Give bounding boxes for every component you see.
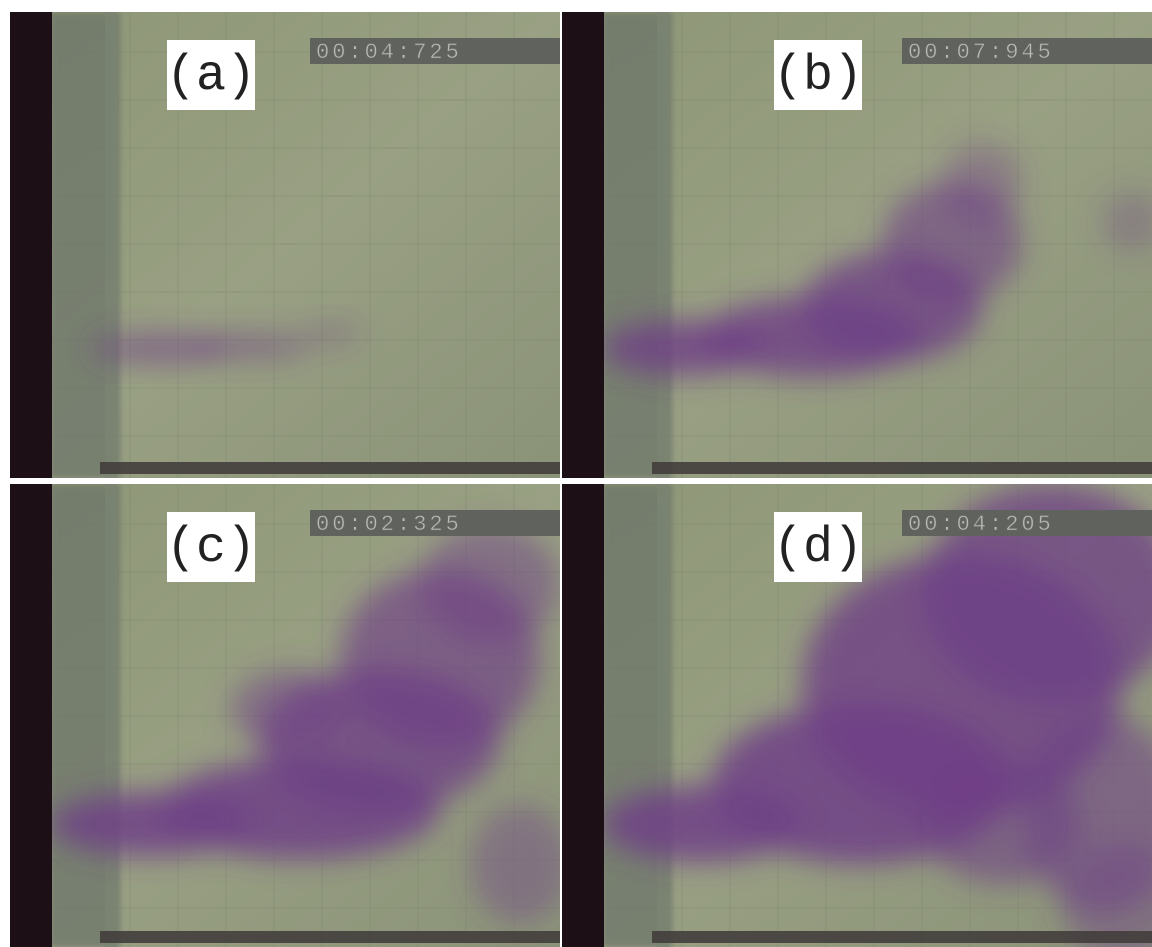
label-box	[167, 512, 255, 582]
dye-cloud	[1062, 844, 1152, 947]
floor-bar	[100, 931, 560, 943]
wall-edge	[105, 12, 117, 478]
dark-edge	[562, 484, 604, 947]
wall-edge	[657, 484, 669, 947]
dye-cloud	[190, 333, 310, 359]
dark-edge	[10, 484, 52, 947]
dye-cloud	[300, 324, 360, 344]
dye-cloud	[90, 332, 230, 364]
label-box	[167, 40, 255, 110]
timestamp-box	[310, 38, 560, 64]
photo-panel: (c) 00:02:325	[10, 484, 560, 947]
wall-edge	[657, 12, 669, 478]
dye-cloud	[470, 804, 560, 924]
panel-label: (c)	[166, 520, 256, 577]
dye-cloud	[230, 669, 350, 749]
dye-cloud	[922, 764, 1082, 884]
timestamp: 00:04:725	[316, 40, 462, 65]
timestamp-box	[902, 510, 1152, 536]
dye-plume	[90, 324, 360, 364]
dye-cloud	[420, 524, 560, 644]
floor-bar	[652, 462, 1152, 474]
timestamp: 00:02:325	[316, 512, 462, 537]
photo-panel: (b) 00:07:945	[562, 12, 1152, 478]
timestamp-box	[902, 38, 1152, 64]
dye-plume	[602, 484, 1152, 947]
photo-panel: (a) 00:04:725	[10, 12, 560, 478]
dye-plume	[602, 142, 1152, 377]
panel-label: (b)	[773, 48, 863, 105]
photo-panel: (d) 00:04:205	[562, 484, 1152, 947]
dye-cloud	[1102, 192, 1152, 252]
panel-label: (d)	[773, 520, 863, 577]
timestamp-box	[310, 510, 560, 536]
dark-edge	[10, 12, 52, 478]
floor-bar	[652, 931, 1152, 943]
dark-edge	[562, 12, 604, 478]
dye-cloud	[942, 142, 1022, 222]
timestamp: 00:04:205	[908, 512, 1054, 537]
dye-cloud	[922, 484, 1152, 704]
floor-bar	[100, 462, 560, 474]
dye-plume	[50, 524, 560, 924]
label-box	[774, 40, 862, 110]
timestamp: 00:07:945	[908, 40, 1054, 65]
wall-edge	[105, 484, 117, 947]
panel-label: (a)	[166, 48, 256, 105]
label-box	[774, 512, 862, 582]
